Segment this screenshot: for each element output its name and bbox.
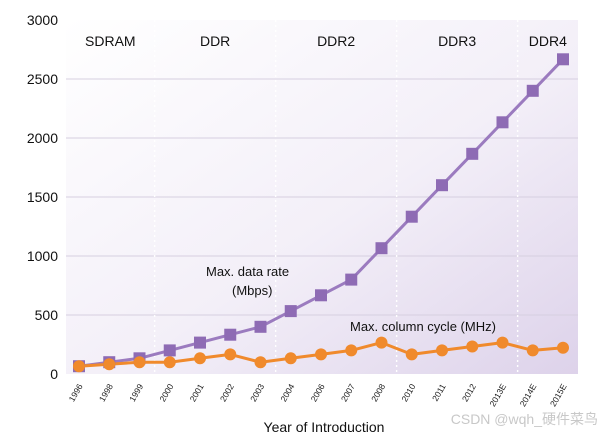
era-label-ddr2: DDR2 [317, 33, 355, 49]
data-rate-point-2011 [436, 179, 448, 192]
column-cycle-point-2003 [254, 356, 267, 369]
y-tick-label-3000: 3000 [27, 12, 58, 28]
column-cycle-point-2007 [345, 344, 358, 357]
data-rate-point-2015E [557, 53, 569, 66]
x-tick-label-2010: 2010 [399, 382, 417, 404]
x-tick-label-2014E: 2014E [518, 382, 539, 409]
column-cycle-point-2008 [375, 336, 388, 349]
column-cycle-point-2000 [163, 356, 176, 369]
y-tick-label-2500: 2500 [27, 71, 58, 87]
data-rate-point-2002 [224, 328, 237, 341]
x-tick-label-2004: 2004 [278, 382, 296, 404]
data-rate-point-2014E [526, 84, 539, 97]
x-tick-label-1996: 1996 [67, 382, 85, 404]
era-label-ddr4: DDR4 [529, 33, 567, 49]
data-rate-point-2003 [254, 320, 267, 333]
data-rate-point-2013E [496, 116, 509, 129]
column-cycle-point-2012 [466, 340, 479, 353]
series-markers [73, 53, 569, 373]
data-rate-label-line-2: (Mbps) [232, 283, 272, 298]
column-cycle-annotation: Max. column cycle (MHz) [350, 319, 496, 334]
data-rate-label-line-1: Max. data rate [206, 264, 289, 279]
x-tick-label-2008: 2008 [369, 382, 387, 404]
gridlines [66, 78, 578, 316]
column-cycle-point-2013E [496, 336, 509, 349]
data-rate-point-2010 [405, 210, 418, 223]
x-tick-label-2011: 2011 [430, 382, 448, 403]
era-label-ddr: DDR [200, 33, 230, 49]
x-tick-label-2001: 2001 [188, 382, 206, 404]
era-label-sdram: SDRAM [85, 33, 136, 49]
y-tick-label-0: 0 [50, 366, 58, 382]
data-rate-annotation: Max. data rate (Mbps) [206, 264, 293, 298]
data-rate-point-2006 [315, 289, 327, 302]
column-cycle-point-2010 [405, 348, 418, 361]
era-dividers [153, 20, 519, 374]
x-axis-label: Year of Introduction [264, 419, 385, 435]
y-tick-label-2000: 2000 [27, 130, 58, 146]
y-tick-label-1500: 1500 [27, 189, 58, 205]
data-rate-point-2001 [194, 336, 206, 349]
y-tick-labels: 0 500 1000 1500 2000 2500 3000 [27, 12, 58, 382]
column-cycle-point-2014E [526, 344, 539, 357]
x-tick-label-2007: 2007 [339, 382, 357, 404]
column-cycle-point-2002 [224, 348, 237, 361]
x-tick-label-2012: 2012 [460, 382, 478, 404]
data-rate-point-2008 [375, 242, 388, 255]
data-rate-point-2004 [284, 305, 297, 318]
x-tick-label-2000: 2000 [157, 382, 175, 404]
data-rate-point-2012 [466, 147, 479, 160]
column-cycle-point-1996 [73, 360, 85, 373]
x-tick-label-2006: 2006 [309, 382, 327, 404]
x-tick-label-2003: 2003 [248, 382, 266, 404]
era-label-ddr3: DDR3 [438, 33, 476, 49]
era-labels: SDRAM DDR DDR2 DDR3 DDR4 [85, 33, 567, 49]
column-cycle-point-1999 [133, 356, 146, 369]
column-cycle-point-2011 [436, 344, 448, 357]
x-tick-label-2013E: 2013E [487, 382, 508, 409]
x-tick-label-2002: 2002 [218, 382, 236, 404]
column-cycle-point-2006 [315, 348, 327, 361]
column-cycle-point-2015E [557, 341, 569, 354]
x-tick-label-1998: 1998 [97, 382, 115, 404]
x-tick-label-2015E: 2015E [548, 382, 569, 409]
y-tick-label-500: 500 [35, 307, 59, 323]
column-cycle-point-2004 [284, 352, 297, 365]
x-tick-label-1999: 1999 [127, 382, 145, 404]
y-tick-label-1000: 1000 [27, 248, 58, 264]
x-tick-labels: 1996 1998 1999 2000 2001 2002 2003 2004 2006 2007… [67, 382, 569, 409]
data-rate-point-2000 [163, 344, 176, 357]
watermark: CSDN @wqh_硬件菜鸟 [451, 411, 598, 427]
data-rate-point-2007 [345, 273, 358, 286]
column-cycle-point-1998 [103, 358, 116, 371]
column-cycle-point-2001 [194, 352, 206, 365]
